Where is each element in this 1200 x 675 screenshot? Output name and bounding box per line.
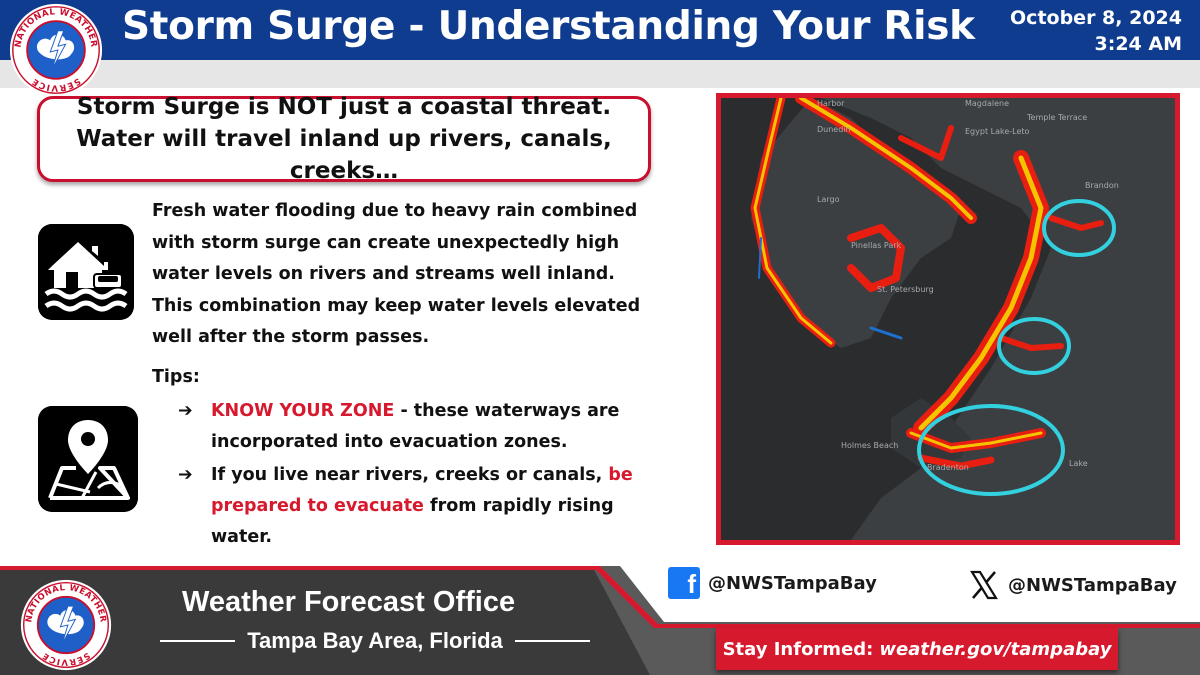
- storm-surge-map: Harbor Magdalene Temple Terrace Dunedin …: [721, 98, 1175, 540]
- highlight-oval: [917, 404, 1065, 496]
- nws-logo: NATIONAL WEATHER SERVICE: [20, 579, 112, 671]
- map-label: St. Petersburg: [877, 285, 934, 294]
- coastal-threat-callout: Storm Surge is NOT just a coastal threat…: [37, 94, 651, 184]
- arrow-icon: ➔: [178, 465, 193, 485]
- map-pin-icon: [38, 406, 138, 512]
- tip-text: - these waterways are incorporated into …: [211, 401, 620, 452]
- divider: [514, 640, 590, 642]
- divider: [160, 640, 236, 642]
- highlight-oval: [1042, 199, 1116, 257]
- map-label: Largo: [817, 195, 840, 204]
- map-label: Dunedin: [817, 125, 851, 134]
- stay-informed-banner[interactable]: Stay Informed: weather.gov/tampabay: [716, 628, 1118, 670]
- x-link[interactable]: @NWSTampaBay: [968, 568, 1177, 602]
- surge-map-frame: Harbor Magdalene Temple Terrace Dunedin …: [716, 93, 1180, 545]
- stay-informed-label: Stay Informed:: [722, 638, 874, 660]
- x-icon: [970, 570, 998, 600]
- tip-text: If you live near rivers, creeks or canal…: [211, 465, 609, 485]
- office-subtitle: Tampa Bay Area, Florida: [247, 628, 503, 653]
- map-label: Harbor: [817, 99, 845, 108]
- map-label: Brandon: [1085, 181, 1119, 190]
- nws-logo: NATIONAL WEATHER SERVICE: [9, 3, 103, 97]
- map-label: Egypt Lake-Leto: [965, 127, 1030, 136]
- map-label: Temple Terrace: [1026, 113, 1087, 122]
- facebook-link[interactable]: f @NWSTampaBay: [668, 566, 877, 600]
- page-title: Storm Surge - Understanding Your Risk: [122, 4, 975, 49]
- tip-know-your-zone: ➔ KNOW YOUR ZONE - these waterways are i…: [178, 396, 648, 458]
- map-label: Magdalene: [965, 99, 1009, 108]
- flooded-house-car-icon: [38, 224, 134, 320]
- date-text: October 8, 2024: [1010, 7, 1182, 29]
- map-label: Lake: [1069, 459, 1088, 468]
- map-label: Holmes Beach: [841, 441, 898, 450]
- header-bar: [0, 0, 1200, 60]
- highlight-oval: [997, 317, 1071, 375]
- footer-social-panel: [620, 566, 1200, 622]
- office-subtitle-row: Tampa Bay Area, Florida: [160, 628, 590, 654]
- tip-highlight: be prepared to evacuate: [211, 465, 633, 516]
- time-text: 3:24 AM: [1094, 33, 1183, 55]
- map-label: Pinellas Park: [851, 241, 902, 250]
- tip-evacuate: ➔ If you live near rivers, creeks or can…: [178, 460, 648, 553]
- facebook-icon: f: [668, 567, 700, 599]
- office-title: Weather Forecast Office: [182, 586, 516, 618]
- stay-informed-url[interactable]: weather.gov/tampabay: [879, 638, 1112, 660]
- tip-text: from rapidly rising water.: [211, 496, 614, 547]
- arrow-icon: ➔: [178, 401, 193, 421]
- header-stripe: [0, 60, 1200, 88]
- facebook-handle: @NWSTampaBay: [708, 572, 877, 594]
- tip-highlight: KNOW YOUR ZONE: [211, 401, 395, 421]
- timestamp: October 8, 2024 3:24 AM: [1010, 5, 1182, 57]
- flooding-description: Fresh water flooding due to heavy rain c…: [152, 201, 641, 347]
- tips-label: Tips:: [152, 367, 200, 387]
- x-handle: @NWSTampaBay: [1008, 574, 1177, 596]
- map-label: Bradenton: [927, 463, 969, 472]
